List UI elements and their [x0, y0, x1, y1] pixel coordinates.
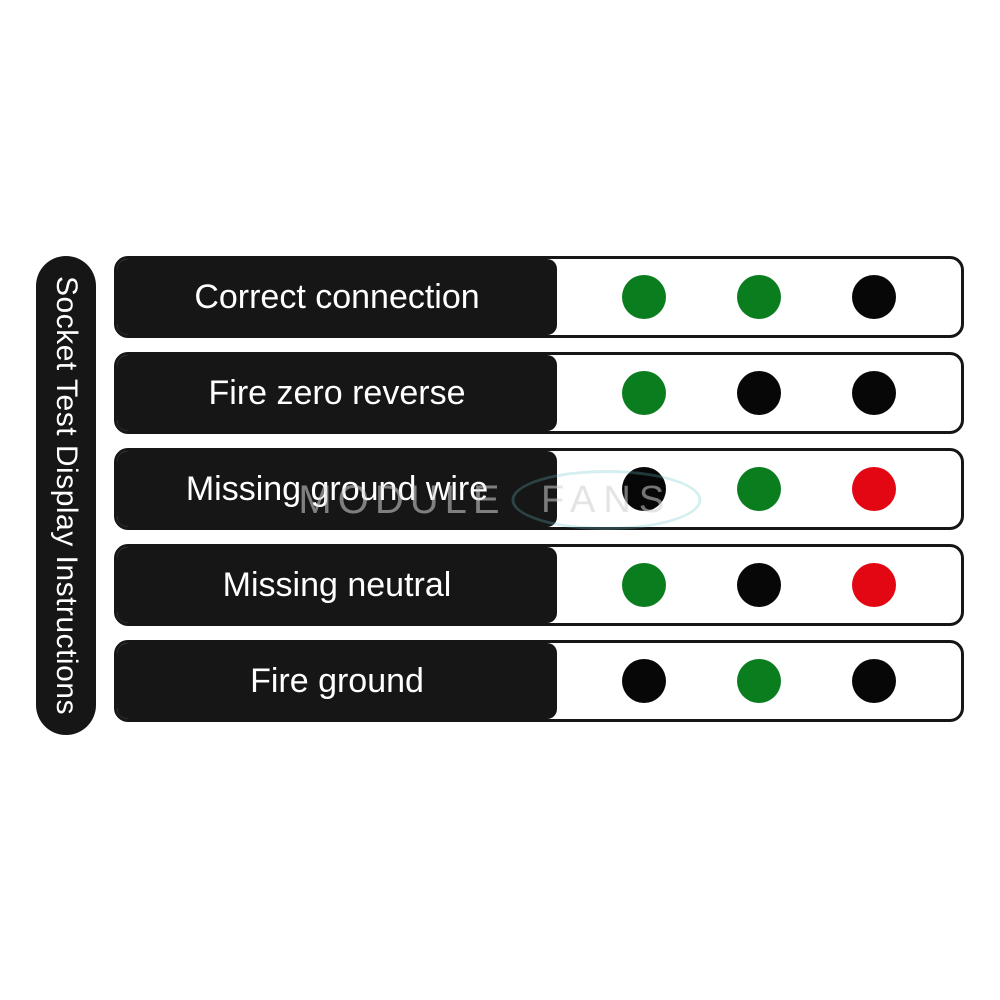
status-label: Missing ground wire: [117, 451, 557, 527]
status-dots: [557, 451, 961, 527]
indicator-dot: [852, 659, 896, 703]
indicator-dot: [852, 371, 896, 415]
status-row: Correct connection: [114, 256, 964, 338]
diagram-container: Socket Test Display Instructions Correct…: [36, 256, 964, 735]
status-dots: [557, 643, 961, 719]
indicator-dot: [622, 563, 666, 607]
indicator-dot: [852, 467, 896, 511]
status-dots: [557, 355, 961, 431]
status-label: Missing neutral: [117, 547, 557, 623]
status-dots: [557, 547, 961, 623]
status-dots: [557, 259, 961, 335]
status-row: Missing neutral: [114, 544, 964, 626]
indicator-dot: [737, 371, 781, 415]
status-label: Correct connection: [117, 259, 557, 335]
status-label: Fire zero reverse: [117, 355, 557, 431]
status-row: Fire zero reverse: [114, 352, 964, 434]
indicator-dot: [622, 659, 666, 703]
indicator-dot: [737, 275, 781, 319]
indicator-dot: [737, 467, 781, 511]
sidebar-title-text: Socket Test Display Instructions: [49, 276, 83, 715]
rows-container: Correct connection Fire zero reverse Missi…: [114, 256, 964, 735]
indicator-dot: [622, 275, 666, 319]
indicator-dot: [852, 275, 896, 319]
status-row: Missing ground wire: [114, 448, 964, 530]
status-label: Fire ground: [117, 643, 557, 719]
indicator-dot: [622, 467, 666, 511]
indicator-dot: [737, 659, 781, 703]
status-row: Fire ground: [114, 640, 964, 722]
sidebar-title-tab: Socket Test Display Instructions: [36, 256, 96, 735]
indicator-dot: [852, 563, 896, 607]
indicator-dot: [737, 563, 781, 607]
indicator-dot: [622, 371, 666, 415]
